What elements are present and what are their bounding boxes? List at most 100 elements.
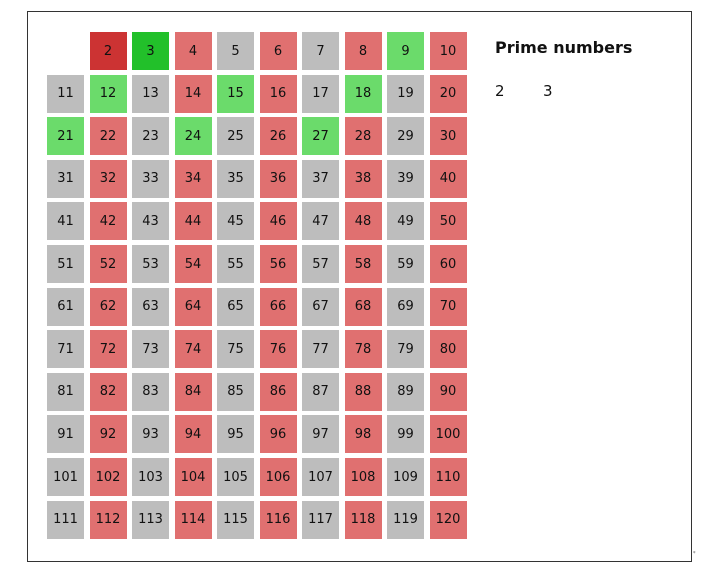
number-cell-11[interactable]: 11 xyxy=(47,74,84,113)
number-cell-115[interactable]: 115 xyxy=(217,500,254,539)
number-cell-103[interactable]: 103 xyxy=(132,458,169,496)
number-cell-2[interactable]: 2 xyxy=(89,32,127,70)
number-cell-81[interactable]: 81 xyxy=(47,372,84,411)
number-cell-75[interactable]: 75 xyxy=(217,330,254,369)
number-cell-54[interactable]: 54 xyxy=(174,245,212,283)
number-cell-114[interactable]: 114 xyxy=(174,500,212,539)
number-cell-3[interactable]: 3 xyxy=(132,32,169,70)
number-cell-35[interactable]: 35 xyxy=(217,159,254,198)
number-cell-9[interactable]: 9 xyxy=(387,32,424,70)
number-cell-117[interactable]: 117 xyxy=(302,500,339,539)
number-cell-33[interactable]: 33 xyxy=(132,159,169,198)
number-cell-68[interactable]: 68 xyxy=(344,287,382,326)
number-cell-66[interactable]: 66 xyxy=(259,287,297,326)
number-cell-118[interactable]: 118 xyxy=(344,500,382,539)
number-cell-45[interactable]: 45 xyxy=(217,202,254,241)
number-cell-49[interactable]: 49 xyxy=(387,202,424,241)
number-cell-90[interactable]: 90 xyxy=(429,372,467,411)
number-cell-32[interactable]: 32 xyxy=(89,159,127,198)
number-cell-63[interactable]: 63 xyxy=(132,287,169,326)
number-cell-85[interactable]: 85 xyxy=(217,372,254,411)
number-cell-24[interactable]: 24 xyxy=(174,117,212,156)
number-cell-40[interactable]: 40 xyxy=(429,159,467,198)
number-cell-96[interactable]: 96 xyxy=(259,415,297,454)
number-cell-61[interactable]: 61 xyxy=(47,287,84,326)
number-cell-59[interactable]: 59 xyxy=(387,245,424,283)
number-cell-39[interactable]: 39 xyxy=(387,159,424,198)
number-cell-8[interactable]: 8 xyxy=(344,32,382,70)
number-cell-56[interactable]: 56 xyxy=(259,245,297,283)
number-cell-57[interactable]: 57 xyxy=(302,245,339,283)
number-cell-44[interactable]: 44 xyxy=(174,202,212,241)
number-cell-62[interactable]: 62 xyxy=(89,287,127,326)
number-cell-47[interactable]: 47 xyxy=(302,202,339,241)
number-cell-51[interactable]: 51 xyxy=(47,245,84,283)
number-cell-104[interactable]: 104 xyxy=(174,458,212,496)
number-cell-110[interactable]: 110 xyxy=(429,458,467,496)
number-cell-53[interactable]: 53 xyxy=(132,245,169,283)
number-cell-38[interactable]: 38 xyxy=(344,159,382,198)
number-cell-99[interactable]: 99 xyxy=(387,415,424,454)
number-cell-10[interactable]: 10 xyxy=(429,32,467,70)
number-cell-120[interactable]: 120 xyxy=(429,500,467,539)
number-cell-36[interactable]: 36 xyxy=(259,159,297,198)
number-cell-52[interactable]: 52 xyxy=(89,245,127,283)
number-cell-94[interactable]: 94 xyxy=(174,415,212,454)
number-cell-102[interactable]: 102 xyxy=(89,458,127,496)
number-cell-22[interactable]: 22 xyxy=(89,117,127,156)
number-cell-74[interactable]: 74 xyxy=(174,330,212,369)
number-cell-30[interactable]: 30 xyxy=(429,117,467,156)
number-cell-34[interactable]: 34 xyxy=(174,159,212,198)
number-cell-95[interactable]: 95 xyxy=(217,415,254,454)
number-cell-89[interactable]: 89 xyxy=(387,372,424,411)
number-cell-41[interactable]: 41 xyxy=(47,202,84,241)
number-cell-42[interactable]: 42 xyxy=(89,202,127,241)
number-cell-79[interactable]: 79 xyxy=(387,330,424,369)
number-cell-23[interactable]: 23 xyxy=(132,117,169,156)
number-cell-112[interactable]: 112 xyxy=(89,500,127,539)
number-cell-106[interactable]: 106 xyxy=(259,458,297,496)
number-cell-77[interactable]: 77 xyxy=(302,330,339,369)
number-cell-20[interactable]: 20 xyxy=(429,74,467,113)
number-cell-107[interactable]: 107 xyxy=(302,458,339,496)
number-cell-69[interactable]: 69 xyxy=(387,287,424,326)
number-cell-4[interactable]: 4 xyxy=(174,32,212,70)
number-cell-55[interactable]: 55 xyxy=(217,245,254,283)
number-cell-27[interactable]: 27 xyxy=(302,117,339,156)
number-cell-21[interactable]: 21 xyxy=(47,117,84,156)
number-cell-101[interactable]: 101 xyxy=(47,458,84,496)
number-cell-19[interactable]: 19 xyxy=(387,74,424,113)
number-cell-58[interactable]: 58 xyxy=(344,245,382,283)
number-cell-43[interactable]: 43 xyxy=(132,202,169,241)
number-cell-86[interactable]: 86 xyxy=(259,372,297,411)
number-cell-93[interactable]: 93 xyxy=(132,415,169,454)
number-cell-64[interactable]: 64 xyxy=(174,287,212,326)
number-cell-50[interactable]: 50 xyxy=(429,202,467,241)
number-cell-28[interactable]: 28 xyxy=(344,117,382,156)
number-cell-6[interactable]: 6 xyxy=(259,32,297,70)
number-cell-14[interactable]: 14 xyxy=(174,74,212,113)
number-cell-97[interactable]: 97 xyxy=(302,415,339,454)
number-cell-119[interactable]: 119 xyxy=(387,500,424,539)
number-cell-84[interactable]: 84 xyxy=(174,372,212,411)
number-cell-91[interactable]: 91 xyxy=(47,415,84,454)
number-cell-80[interactable]: 80 xyxy=(429,330,467,369)
number-cell-37[interactable]: 37 xyxy=(302,159,339,198)
number-cell-48[interactable]: 48 xyxy=(344,202,382,241)
number-cell-70[interactable]: 70 xyxy=(429,287,467,326)
number-cell-113[interactable]: 113 xyxy=(132,500,169,539)
number-cell-83[interactable]: 83 xyxy=(132,372,169,411)
number-cell-73[interactable]: 73 xyxy=(132,330,169,369)
number-cell-98[interactable]: 98 xyxy=(344,415,382,454)
number-cell-116[interactable]: 116 xyxy=(259,500,297,539)
number-cell-88[interactable]: 88 xyxy=(344,372,382,411)
number-cell-111[interactable]: 111 xyxy=(47,500,84,539)
number-cell-5[interactable]: 5 xyxy=(217,32,254,70)
number-cell-13[interactable]: 13 xyxy=(132,74,169,113)
number-cell-109[interactable]: 109 xyxy=(387,458,424,496)
number-cell-18[interactable]: 18 xyxy=(344,74,382,113)
number-cell-29[interactable]: 29 xyxy=(387,117,424,156)
number-cell-67[interactable]: 67 xyxy=(302,287,339,326)
number-cell-82[interactable]: 82 xyxy=(89,372,127,411)
number-cell-31[interactable]: 31 xyxy=(47,159,84,198)
